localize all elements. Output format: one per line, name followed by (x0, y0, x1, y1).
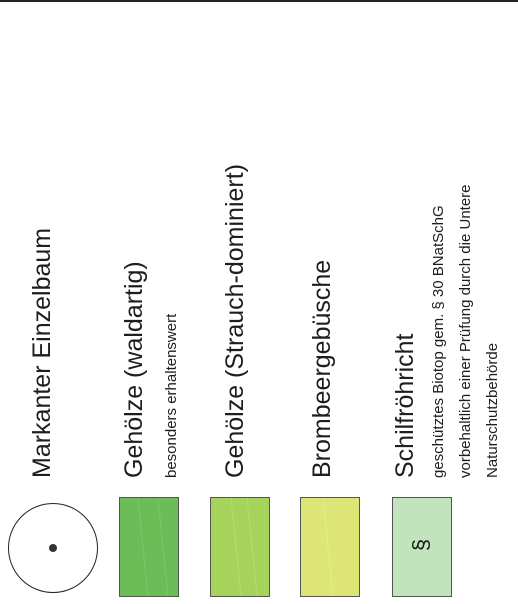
top-border-line (0, 0, 518, 2)
legend-label-gehoelze-wald: Gehölze (waldartig) (120, 261, 148, 478)
swatch-gehoelze-strauch (210, 497, 270, 597)
legend-sub-gehoelze-wald: besonders erhaltenswert (163, 313, 180, 478)
legend-label-einzelbaum: Markanter Einzelbaum (28, 227, 56, 478)
paragraph-sign-icon: § (408, 538, 433, 552)
legend-line-schilf-3: Naturschutzbehörde (484, 342, 501, 478)
swatch-brombeer (300, 497, 360, 597)
tree-circle-icon (8, 503, 98, 593)
legend-line-schilf-1: geschütztes Biotop gem. § 30 BNatSchG (430, 205, 447, 478)
swatch-schilf (392, 497, 452, 597)
legend-label-gehoelze-strauch: Gehölze (Strauch-dominiert) (221, 163, 249, 478)
legend-label-schilf: Schilfröhricht (391, 333, 419, 479)
legend-line-schilf-2: vorbehaltlich einer Prüfung durch die Un… (457, 184, 474, 478)
swatch-gehoelze-wald (119, 497, 179, 597)
tree-dot-icon (49, 544, 57, 552)
hatch-pattern (230, 498, 258, 596)
hatch-pattern (322, 498, 334, 596)
hatch-pattern (137, 498, 169, 596)
legend-label-brombeer: Brombeergebüsche (308, 259, 336, 478)
